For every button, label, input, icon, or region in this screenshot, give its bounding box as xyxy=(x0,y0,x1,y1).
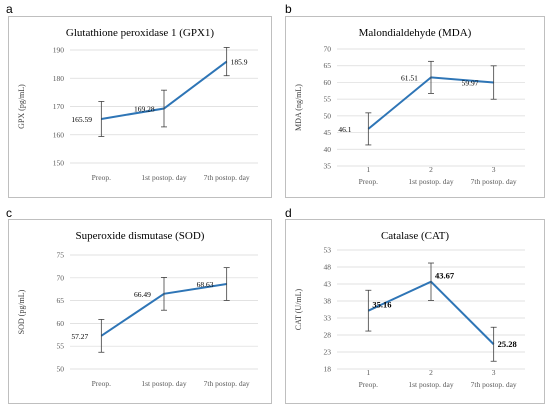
data-label: 57.27 xyxy=(71,332,88,341)
y-tick-label: 190 xyxy=(53,46,65,55)
y-tick-label: 50 xyxy=(324,111,332,120)
x-index-label: 1 xyxy=(366,368,370,377)
x-index-label: 2 xyxy=(429,368,433,377)
data-label: 59.97 xyxy=(462,79,479,88)
x-category-label: 1st postop. day xyxy=(408,177,453,186)
x-index-label: 3 xyxy=(492,165,496,174)
y-tick-label: 43 xyxy=(324,280,332,289)
y-tick-label: 28 xyxy=(324,331,332,340)
y-tick-label: 60 xyxy=(324,78,332,87)
y-tick-label: 23 xyxy=(324,348,332,357)
x-category-label: 7th postop. day xyxy=(471,380,517,389)
panel-letter-d: d xyxy=(285,206,292,220)
y-tick-label: 45 xyxy=(324,128,332,137)
y-tick-label: 60 xyxy=(57,319,65,328)
chart-title: Catalase (CAT) xyxy=(381,230,449,242)
x-category-label: 7th postop. day xyxy=(204,173,250,182)
y-tick-label: 170 xyxy=(53,102,65,111)
y-tick-label: 33 xyxy=(324,314,332,323)
chart-title: Malondialdehyde (MDA) xyxy=(359,27,472,39)
y-tick-label: 75 xyxy=(57,251,65,260)
y-axis-title: CAT (U/mL) xyxy=(294,288,303,330)
data-label: 68.63 xyxy=(197,280,214,289)
chart-title: Superoxide dismutase (SOD) xyxy=(76,230,205,242)
data-label: 35.16 xyxy=(372,300,391,310)
x-category-label: Preop. xyxy=(359,177,378,186)
chart-sod: Superoxide dismutase (SOD) 50 55 60 65 70 75 SO… xyxy=(8,219,272,404)
y-tick-label: 50 xyxy=(57,365,65,374)
chart-mda: Malondialdehyde (MDA) 35 40 45 50 55 60 65 70 MDA… xyxy=(285,16,545,198)
chart-title: Glutathione peroxidase 1 (GPX1) xyxy=(66,27,214,39)
y-tick-label: 40 xyxy=(324,145,332,154)
chart-gpx1: Glutathione peroxidase 1 (GPX1) 150 160 170… xyxy=(8,16,272,198)
y-tick-label: 48 xyxy=(324,263,332,272)
data-label: 66.49 xyxy=(134,290,151,299)
x-index-label: 2 xyxy=(429,165,433,174)
y-tick-label: 35 xyxy=(324,162,332,171)
panel-letter-a: a xyxy=(6,2,13,16)
data-label: 169.28 xyxy=(134,105,155,114)
x-category-label: Preop. xyxy=(359,380,378,389)
y-tick-label: 180 xyxy=(53,74,65,83)
panel-letter-b: b xyxy=(285,2,292,16)
y-tick-label: 53 xyxy=(324,246,332,255)
y-axis-title: GPX (pg/mL) xyxy=(17,84,26,129)
x-category-label: Preop. xyxy=(92,173,111,182)
y-axis-title: SOD (pg/mL) xyxy=(17,289,26,334)
x-index-label: 1 xyxy=(366,165,370,174)
chart-frame xyxy=(8,219,272,404)
x-category-label: 1st postop. day xyxy=(408,380,453,389)
y-tick-label: 18 xyxy=(324,365,332,374)
chart-frame xyxy=(8,16,272,198)
y-tick-label: 150 xyxy=(53,159,65,168)
y-tick-label: 160 xyxy=(53,130,65,139)
y-axis-title: MDA (ng/mL) xyxy=(294,84,303,131)
y-tick-label: 70 xyxy=(324,45,332,54)
panel-letter-c: c xyxy=(6,206,12,220)
data-label: 43.67 xyxy=(435,271,455,281)
data-label: 25.28 xyxy=(498,339,517,349)
x-index-label: 3 xyxy=(492,368,496,377)
x-category-label: 1st postop. day xyxy=(141,173,186,182)
y-tick-label: 65 xyxy=(57,296,65,305)
x-category-label: 7th postop. day xyxy=(471,177,517,186)
data-label: 46.1 xyxy=(338,125,351,134)
y-tick-label: 70 xyxy=(57,273,65,282)
x-category-label: Preop. xyxy=(92,379,111,388)
y-tick-label: 65 xyxy=(324,61,332,70)
x-category-label: 7th postop. day xyxy=(204,379,250,388)
data-label: 185.9 xyxy=(231,58,248,67)
data-label: 165.59 xyxy=(71,115,92,124)
x-category-label: 1st postop. day xyxy=(141,379,186,388)
y-tick-label: 38 xyxy=(324,297,332,306)
data-label: 61.51 xyxy=(401,73,418,82)
y-tick-label: 55 xyxy=(57,342,65,351)
y-tick-label: 55 xyxy=(324,95,332,104)
chart-frame xyxy=(285,16,545,198)
